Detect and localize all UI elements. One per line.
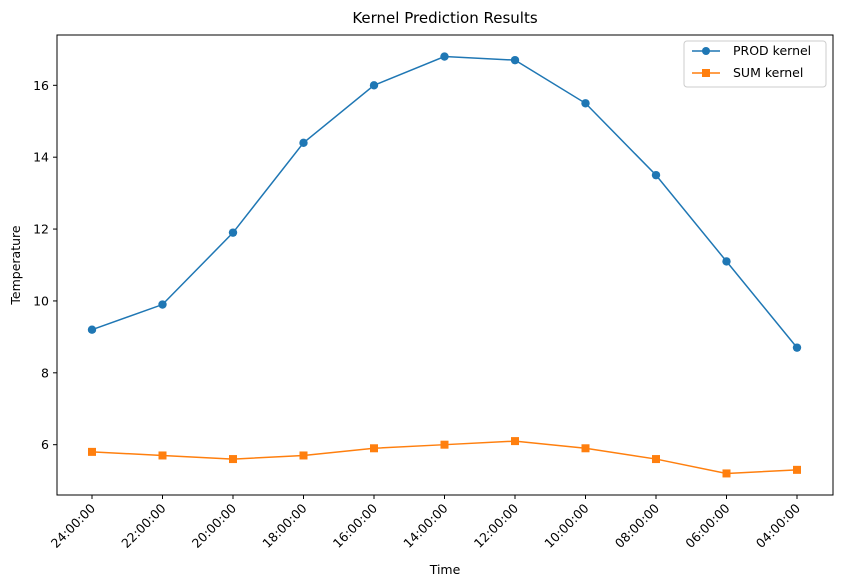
x-tick-label: 22:00:00	[118, 500, 168, 550]
x-tick-label: 16:00:00	[330, 500, 380, 550]
y-tick-label: 8	[41, 365, 49, 380]
data-point-sum	[440, 440, 449, 449]
x-tick-label: 20:00:00	[189, 500, 239, 550]
y-axis-ticks: 6 8 10 12 14 16	[33, 78, 57, 452]
series-layer	[87, 52, 802, 478]
data-point-prod	[440, 52, 449, 61]
data-point-sum	[581, 444, 590, 453]
data-point-sum	[652, 455, 660, 464]
y-tick-label: 14	[33, 150, 49, 165]
data-point-sum	[793, 465, 801, 474]
data-point-sum	[299, 451, 308, 460]
x-tick-label: 08:00:00	[612, 500, 662, 550]
x-tick-label: 14:00:00	[400, 500, 450, 550]
legend-marker-prod	[702, 47, 710, 55]
data-point-prod	[651, 170, 661, 180]
data-point-prod	[299, 138, 308, 148]
data-point-prod	[228, 228, 238, 237]
x-tick-label: 12:00:00	[471, 500, 521, 550]
plot-frame	[56, 34, 834, 496]
x-tick-label: 18:00:00	[259, 500, 309, 550]
y-tick-label: 16	[33, 78, 49, 93]
data-point-sum	[511, 437, 519, 446]
legend-marker-sum	[702, 69, 710, 77]
chart-title: Kernel Prediction Results	[352, 9, 538, 27]
data-point-prod	[158, 300, 167, 309]
data-point-prod	[792, 343, 802, 352]
data-point-sum	[722, 469, 731, 478]
data-point-sum	[229, 455, 237, 464]
data-point-sum	[370, 444, 378, 453]
data-point-prod	[722, 257, 731, 266]
x-tick-label: 04:00:00	[753, 500, 803, 550]
y-axis-title: Temperature	[8, 225, 23, 305]
y-tick-label: 10	[33, 293, 49, 308]
x-tick-label: 06:00:00	[682, 500, 732, 550]
legend-label-prod: PROD kernel	[733, 43, 811, 58]
y-tick-label: 12	[33, 222, 49, 237]
data-point-sum	[158, 451, 167, 460]
data-point-sum	[88, 447, 96, 456]
plot-area	[57, 35, 833, 495]
x-axis-ticks: 24:00:00 22:00:00 20:00:00 18:00:00 16:00:00…	[48, 495, 803, 551]
x-axis-title: Time	[429, 562, 461, 577]
legend: PROD kernel SUM kernel	[683, 40, 827, 88]
data-point-prod	[510, 55, 520, 65]
legend-label-sum: SUM kernel	[733, 65, 803, 80]
data-point-prod	[369, 81, 379, 90]
y-tick-label: 6	[41, 437, 49, 452]
x-tick-label: 24:00:00	[48, 500, 98, 550]
data-point-prod	[581, 99, 590, 108]
data-point-prod	[87, 325, 97, 334]
legend-box	[683, 40, 827, 88]
x-tick-label: 10:00:00	[541, 500, 591, 550]
